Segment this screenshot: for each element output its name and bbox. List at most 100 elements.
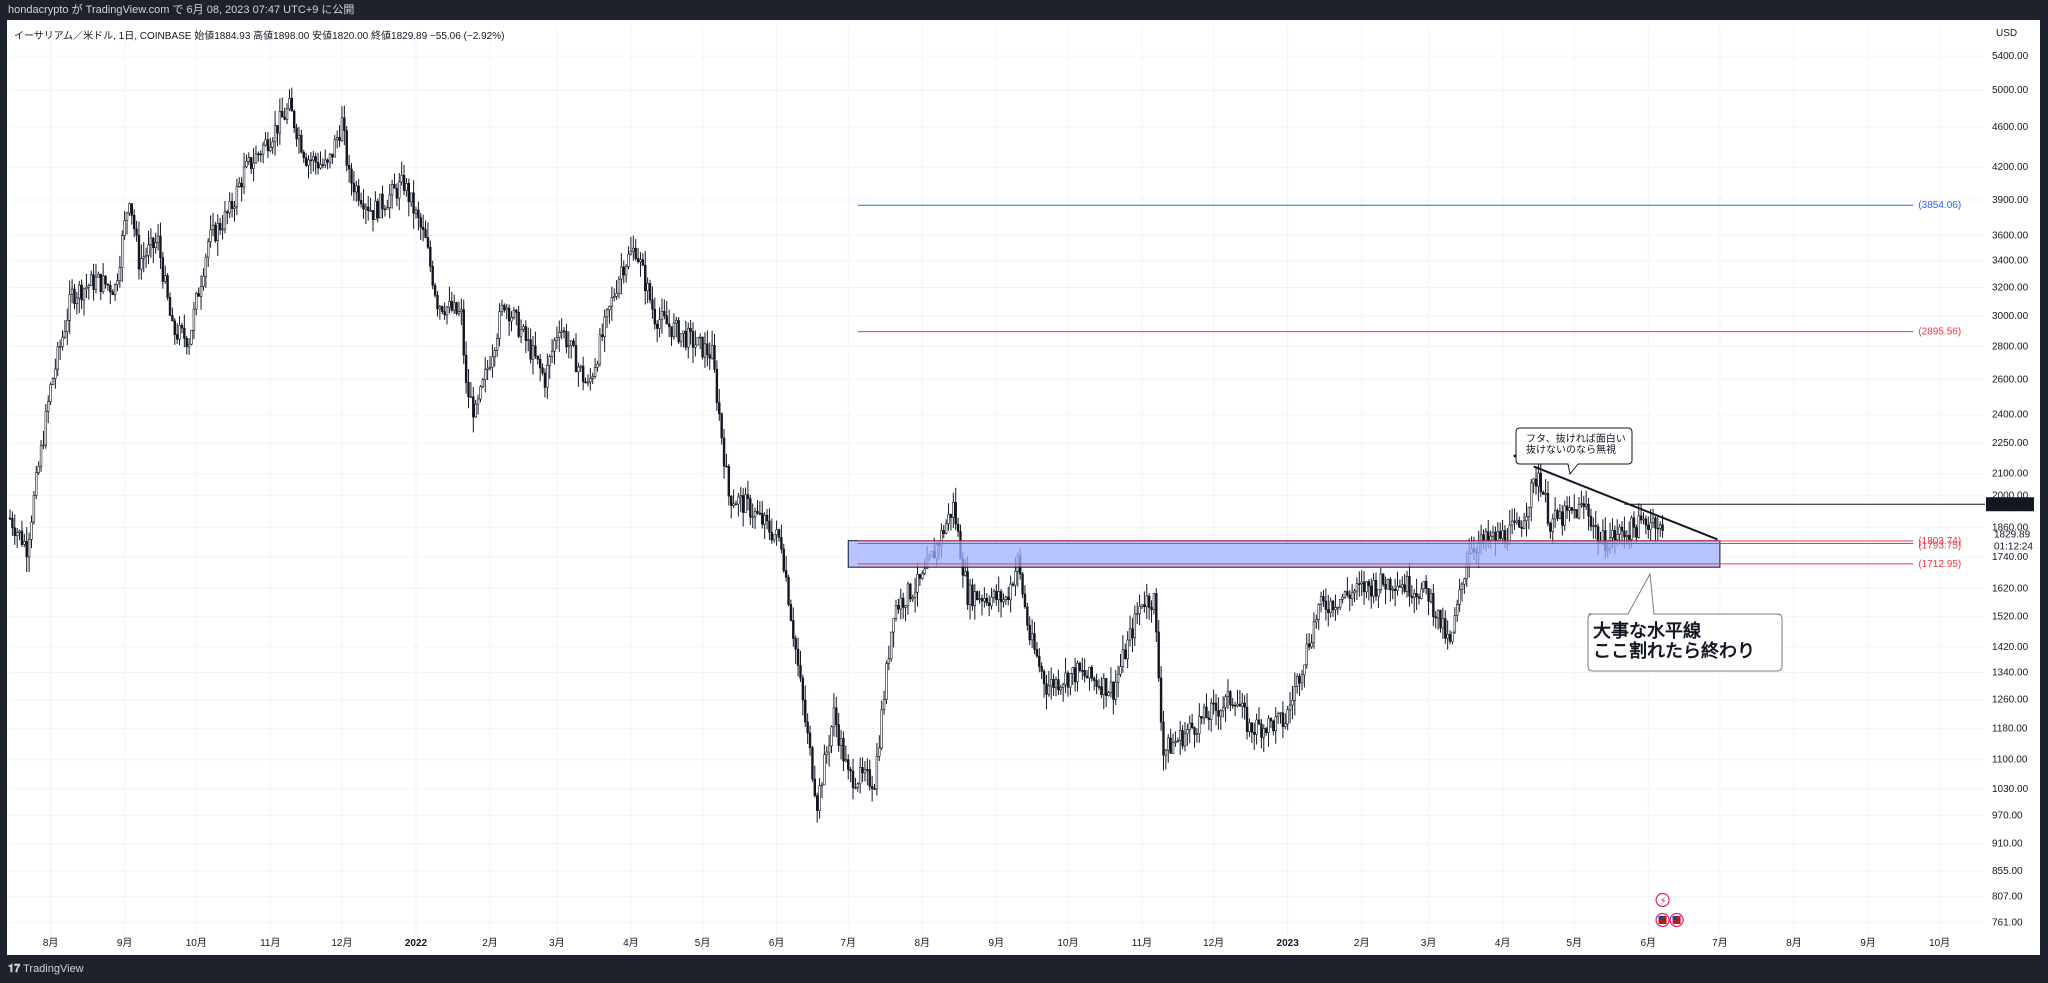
candle-body	[677, 320, 680, 343]
y-tick-label: 1100.00	[1992, 755, 2028, 766]
candle-body	[574, 344, 578, 373]
candle-body	[398, 181, 401, 199]
candle-body	[1260, 723, 1263, 738]
candle-body	[1601, 530, 1605, 543]
candle-body	[737, 496, 740, 505]
candle-body	[85, 286, 88, 290]
candle-body	[462, 309, 465, 356]
candle-body	[620, 266, 623, 280]
candle-body	[610, 297, 614, 307]
candle-body	[1546, 492, 1550, 524]
candle-body	[706, 343, 709, 355]
candle-body	[111, 291, 114, 296]
candle-body	[1284, 723, 1287, 727]
candle-body	[1408, 576, 1411, 597]
candle-body	[1210, 702, 1213, 720]
candle-body	[417, 209, 420, 218]
candle-body	[175, 334, 179, 340]
candle-body	[796, 648, 800, 666]
candle-body	[1011, 583, 1015, 586]
candle-body	[335, 136, 339, 141]
candle-body	[362, 203, 365, 210]
candle-body	[634, 247, 637, 259]
candle-body	[381, 193, 384, 210]
candle-body	[1630, 517, 1633, 540]
candle-body	[319, 164, 322, 169]
candle-body	[1446, 634, 1449, 639]
candle-body	[104, 275, 107, 285]
candle-body	[911, 597, 914, 600]
candle-body	[1069, 673, 1072, 688]
candle-body	[770, 531, 774, 541]
candle-body	[8, 517, 12, 520]
y-tick-label: 5400.00	[1992, 51, 2029, 62]
candle-body	[1463, 578, 1466, 585]
y-tick-label: 855.00	[1992, 866, 2023, 877]
candle-body	[1367, 581, 1371, 587]
candle-body	[815, 795, 819, 811]
candle-body	[1623, 530, 1626, 538]
footer-bar: 𝟏𝟕 TradingView	[0, 955, 2048, 983]
level-label: (1803.74)	[1918, 536, 1961, 547]
candle-body	[1410, 595, 1414, 598]
candle-body	[140, 258, 143, 270]
candle-body	[187, 343, 191, 348]
candle-body	[1637, 515, 1640, 538]
candle-body	[1033, 633, 1036, 650]
symbol-legend: イーサリアム／米ドル, 1日, COINBASE 始値1884.93 高値189…	[14, 31, 505, 42]
candle-body	[878, 747, 881, 757]
candle-body	[558, 332, 561, 338]
candle-body	[1138, 606, 1141, 615]
candle-body	[1556, 510, 1559, 519]
candle-body	[515, 309, 518, 313]
candle-body	[78, 284, 81, 299]
candle-body	[830, 726, 833, 747]
candle-body	[1384, 584, 1387, 590]
candle-body	[713, 345, 716, 370]
trendline	[1533, 465, 1718, 541]
candle-body	[343, 117, 346, 131]
candle-body	[367, 206, 370, 211]
candle-body	[780, 537, 783, 550]
candle-body	[1131, 628, 1134, 639]
candle-body	[27, 539, 31, 558]
candle-body	[204, 256, 208, 277]
candle-body	[23, 541, 26, 545]
candle-body	[1195, 733, 1199, 736]
candle-body	[245, 161, 248, 168]
candle-body	[109, 284, 112, 293]
candle-body	[653, 308, 657, 325]
candle-body	[1300, 674, 1304, 684]
candle-body	[1061, 684, 1065, 688]
candle-body	[818, 785, 821, 811]
tradingview-logo-icon[interactable]: 𝟏𝟕	[8, 963, 21, 975]
candle-body	[1448, 634, 1452, 642]
candle-body	[1544, 492, 1547, 495]
candle-body	[1030, 633, 1034, 641]
candle-body	[887, 658, 891, 664]
candle-body	[1587, 503, 1590, 517]
candle-body	[1317, 604, 1320, 620]
candle-body	[1350, 592, 1354, 599]
candle-body	[1066, 672, 1070, 688]
candle-body	[613, 296, 616, 299]
candle-body	[727, 466, 731, 497]
x-tick-label: 5月	[695, 937, 711, 949]
candle-body	[730, 495, 733, 506]
chart-frame[interactable]	[7, 20, 2040, 955]
candle-body	[429, 246, 432, 267]
candle-body	[178, 325, 181, 340]
candle-body	[968, 584, 972, 606]
candle-body	[304, 157, 308, 166]
candle-body	[1207, 717, 1211, 720]
candle-body	[405, 182, 408, 191]
x-tick-label: 8月	[1786, 937, 1802, 949]
candle-body	[670, 326, 673, 338]
candle-body	[1573, 509, 1576, 511]
candle-body	[1589, 515, 1593, 527]
x-tick-label: 10月	[1057, 937, 1078, 949]
candle-body	[1379, 573, 1382, 590]
candle-body	[1582, 503, 1585, 507]
candle-body	[601, 334, 604, 338]
